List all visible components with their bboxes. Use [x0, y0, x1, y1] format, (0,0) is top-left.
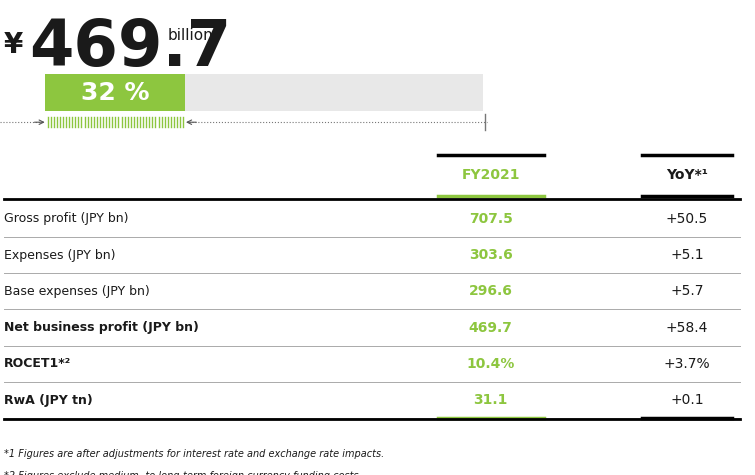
- Text: +5.7: +5.7: [670, 285, 704, 298]
- Text: 31.1: 31.1: [473, 393, 508, 407]
- Text: +3.7%: +3.7%: [664, 357, 710, 371]
- Text: *1 Figures are after adjustments for interest rate and exchange rate impacts.: *1 Figures are after adjustments for int…: [4, 449, 384, 459]
- Text: FY2021: FY2021: [461, 168, 520, 181]
- Text: RwA (JPY tn): RwA (JPY tn): [4, 393, 93, 407]
- Text: YoY*¹: YoY*¹: [666, 168, 708, 181]
- Text: 296.6: 296.6: [469, 285, 513, 298]
- Text: *2 Figures exclude medium- to long-term foreign currency funding costs.: *2 Figures exclude medium- to long-term …: [4, 471, 362, 475]
- Text: Gross profit (JPY bn): Gross profit (JPY bn): [4, 212, 128, 226]
- Text: +5.1: +5.1: [670, 248, 704, 262]
- Text: ROCET1*²: ROCET1*²: [4, 357, 71, 370]
- Text: Net business profit (JPY bn): Net business profit (JPY bn): [4, 321, 199, 334]
- Text: 707.5: 707.5: [469, 212, 513, 226]
- Bar: [45, 74, 483, 111]
- Text: 469.7: 469.7: [469, 321, 513, 334]
- Text: +50.5: +50.5: [666, 212, 708, 226]
- Bar: [45, 74, 186, 111]
- Text: 469.7: 469.7: [29, 18, 231, 79]
- Text: Expenses (JPY bn): Expenses (JPY bn): [4, 248, 116, 262]
- Text: 10.4%: 10.4%: [467, 357, 515, 371]
- Text: ¥: ¥: [4, 30, 23, 58]
- Text: Base expenses (JPY bn): Base expenses (JPY bn): [4, 285, 149, 298]
- Text: +58.4: +58.4: [666, 321, 708, 334]
- Text: 303.6: 303.6: [469, 248, 513, 262]
- Text: +0.1: +0.1: [670, 393, 704, 407]
- Text: billion: billion: [168, 28, 214, 43]
- Text: 32 %: 32 %: [81, 81, 149, 105]
